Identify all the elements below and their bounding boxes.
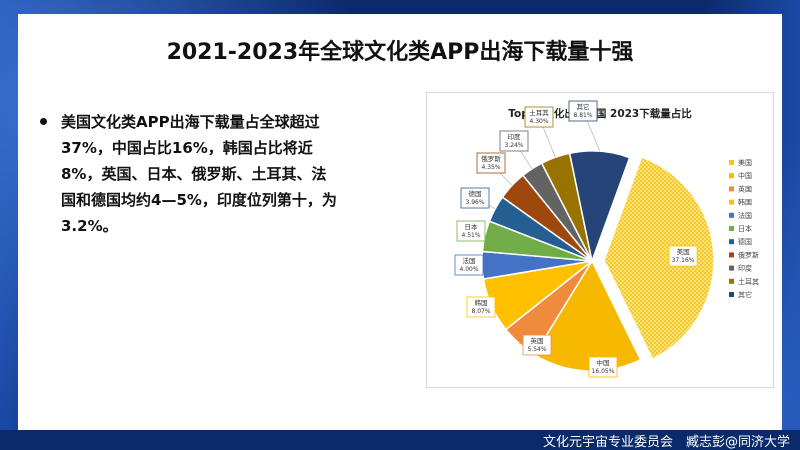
- data-label-name: 其它: [577, 102, 590, 111]
- legend-label: 印度: [738, 264, 752, 273]
- legend-label: 美国: [738, 158, 752, 167]
- data-label-box: [668, 245, 698, 267]
- legend-item-e7be8ee59bbd: 美国: [729, 158, 752, 167]
- bullet-dot-icon: [40, 118, 47, 125]
- chart-frame: Top10文化出海强国 2023下载量占比 美国 37.16% 中国 16.05% 英国…: [426, 92, 774, 388]
- data-label-value: 4.30%: [529, 118, 548, 125]
- legend-label: 英国: [738, 184, 752, 193]
- legend-swatch: [729, 278, 734, 284]
- pie-chart: Top10文化出海强国 2023下载量占比 美国37.16%中国16.05%英国…: [454, 100, 759, 378]
- data-label-e5beb7e59bbd: 德国3.96%: [460, 187, 490, 209]
- data-label-name: 德国: [469, 189, 482, 198]
- data-label-value: 4.00%: [459, 266, 478, 273]
- data-label-value: 8.07%: [471, 308, 490, 315]
- slide: 2021-2023年全球文化类APP出海下载量十强 美国文化类APP出海下载量占…: [18, 14, 782, 430]
- data-label-name: 印度: [508, 132, 522, 141]
- legend-label: 中国: [738, 171, 752, 180]
- data-label-box: [466, 296, 496, 318]
- data-label-box: [456, 220, 486, 242]
- data-label-e99fa9e59bbd: 韩国8.07%: [466, 296, 496, 318]
- legend-label: 其它: [738, 290, 752, 299]
- data-label-callouts: 美国37.16%中国16.05%英国5.54%韩国8.07%法国4.00%日本4…: [454, 100, 698, 378]
- pie-slice-e585b6e5ae83: [568, 150, 631, 264]
- legend-item-e58db0e5baa6: 印度: [729, 264, 752, 273]
- data-label-box: [454, 254, 484, 276]
- data-label-box: [588, 356, 618, 378]
- data-label-e6b395e59bbd: 法国4.00%: [454, 254, 484, 276]
- legend-item-e4bf84e7bd97e696af: 俄罗斯: [729, 250, 759, 259]
- data-label-name: 土耳其: [529, 108, 549, 117]
- data-label-value: 8.81%: [573, 112, 592, 119]
- legend-item-e4b8ade59bbd: 中国: [729, 171, 752, 180]
- legend-swatch: [729, 265, 734, 271]
- legend-item-e59c9fe880b3e585b6: 土耳其: [729, 277, 759, 286]
- data-label-value: 4.51%: [461, 232, 480, 239]
- legend-item-e585b6e5ae83: 其它: [729, 290, 752, 299]
- data-label-name: 英国: [531, 336, 544, 345]
- data-label-value: 16.05%: [592, 368, 615, 375]
- pie-slice-e7be8ee59bbd: [603, 156, 715, 361]
- bullet-point: 美国文化类APP出海下载量占全球超过37%，中国占比16%，韩国占比将近8%，英…: [40, 109, 340, 239]
- data-label-value: 3.96%: [465, 199, 484, 206]
- data-label-e585b6e5ae83: 其它8.81%: [568, 100, 598, 122]
- data-label-value: 5.54%: [527, 346, 546, 353]
- legend-label: 俄罗斯: [738, 250, 759, 259]
- data-label-name: 俄罗斯: [481, 154, 501, 163]
- data-label-name: 日本: [465, 222, 479, 231]
- legend-label: 韩国: [738, 198, 752, 207]
- legend-swatch: [729, 212, 734, 218]
- legend-label: 日本: [738, 224, 752, 233]
- legend-label: 德国: [738, 237, 752, 246]
- legend-swatch: [729, 173, 734, 179]
- legend-swatch: [729, 186, 734, 192]
- legend-item-e5beb7e59bbd: 德国: [729, 237, 752, 246]
- data-label-box: [522, 334, 552, 356]
- footer-text: 文化元宇宙专业委员会 臧志彭@同济大学: [542, 435, 790, 450]
- legend-item-e88bb1e59bbd: 英国: [729, 184, 752, 193]
- legend-item-e99fa9e59bbd: 韩国: [729, 198, 752, 207]
- data-label-box: [460, 187, 490, 209]
- legend-item-e697a5e69cac: 日本: [729, 224, 752, 233]
- data-label-box: [499, 130, 529, 152]
- legend-swatch: [729, 160, 734, 165]
- data-label-name: 韩国: [475, 298, 488, 307]
- legend-swatch: [729, 199, 734, 205]
- data-label-e88bb1e59bbd: 英国5.54%: [522, 334, 552, 356]
- data-label-box: [476, 152, 506, 174]
- data-label-box: [568, 100, 598, 122]
- data-label-name: 法国: [463, 256, 476, 265]
- legend-item-e6b395e59bbd: 法国: [729, 211, 752, 220]
- legend-swatch: [729, 292, 734, 297]
- data-label-e58db0e5baa6: 印度3.24%: [499, 130, 529, 152]
- legend-label: 法国: [738, 211, 752, 220]
- footer-bar: 文化元宇宙专业委员会 臧志彭@同济大学: [0, 430, 800, 450]
- data-label-value: 4.35%: [481, 164, 500, 171]
- chart-title: Top10文化出海强国 2023下载量占比: [508, 107, 692, 120]
- data-label-e697a5e69cac: 日本4.51%: [456, 220, 486, 242]
- data-label-value: 37.16%: [672, 257, 695, 264]
- data-label-name: 中国: [597, 358, 610, 367]
- legend-swatch: [729, 252, 734, 258]
- data-label-value: 3.24%: [504, 142, 523, 149]
- data-label-name: 美国: [677, 247, 690, 256]
- data-label-box: [524, 106, 554, 128]
- slide-title: 2021-2023年全球文化类APP出海下载量十强: [166, 40, 634, 65]
- pie-slices: [481, 150, 715, 372]
- bullet-text: 美国文化类APP出海下载量占全球超过37%，中国占比16%，韩国占比将近8%，英…: [61, 113, 337, 235]
- legend-label: 土耳其: [738, 277, 759, 286]
- legend-swatch: [729, 239, 734, 245]
- legend-swatch: [729, 226, 734, 231]
